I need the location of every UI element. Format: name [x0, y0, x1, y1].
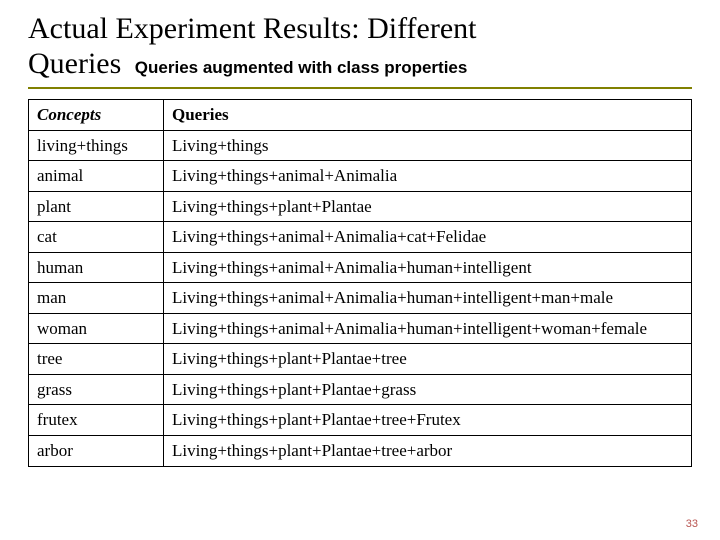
results-table: Concepts Queries living+things Living+th… — [28, 99, 692, 467]
title-block: Actual Experiment Results: Different Que… — [28, 12, 692, 89]
table-header-row: Concepts Queries — [29, 100, 692, 131]
table-row: tree Living+things+plant+Plantae+tree — [29, 344, 692, 375]
cell-concept: cat — [29, 222, 164, 253]
table-row: frutex Living+things+plant+Plantae+tree+… — [29, 405, 692, 436]
cell-query: Living+things — [164, 130, 692, 161]
cell-query: Living+things+plant+Plantae — [164, 191, 692, 222]
table-row: living+things Living+things — [29, 130, 692, 161]
cell-concept: animal — [29, 161, 164, 192]
cell-concept: frutex — [29, 405, 164, 436]
table-row: man Living+things+animal+Animalia+human+… — [29, 283, 692, 314]
cell-concept: human — [29, 252, 164, 283]
table-header-queries: Queries — [164, 100, 692, 131]
cell-query: Living+things+animal+Animalia+human+inte… — [164, 313, 692, 344]
cell-query: Living+things+plant+Plantae+tree+arbor — [164, 436, 692, 467]
slide-subtitle: Queries augmented with class properties — [135, 58, 468, 77]
table-row: animal Living+things+animal+Animalia — [29, 161, 692, 192]
slide: Actual Experiment Results: Different Que… — [0, 0, 720, 540]
table-row: arbor Living+things+plant+Plantae+tree+a… — [29, 436, 692, 467]
page-number: 33 — [686, 518, 698, 530]
cell-query: Living+things+animal+Animalia+human+inte… — [164, 252, 692, 283]
cell-concept: grass — [29, 374, 164, 405]
title-line2: Queries — [28, 47, 121, 80]
table-row: cat Living+things+animal+Animalia+cat+Fe… — [29, 222, 692, 253]
cell-concept: tree — [29, 344, 164, 375]
cell-concept: arbor — [29, 436, 164, 467]
table-row: grass Living+things+plant+Plantae+grass — [29, 374, 692, 405]
cell-query: Living+things+plant+Plantae+tree+Frutex — [164, 405, 692, 436]
cell-query: Living+things+animal+Animalia — [164, 161, 692, 192]
cell-query: Living+things+plant+Plantae+tree — [164, 344, 692, 375]
cell-concept: man — [29, 283, 164, 314]
table-header-concepts: Concepts — [29, 100, 164, 131]
table-row: human Living+things+animal+Animalia+huma… — [29, 252, 692, 283]
cell-query: Living+things+animal+Animalia+cat+Felida… — [164, 222, 692, 253]
table-row: plant Living+things+plant+Plantae — [29, 191, 692, 222]
table-row: woman Living+things+animal+Animalia+huma… — [29, 313, 692, 344]
cell-query: Living+things+animal+Animalia+human+inte… — [164, 283, 692, 314]
slide-title: Actual Experiment Results: Different Que… — [28, 12, 692, 81]
cell-query: Living+things+plant+Plantae+grass — [164, 374, 692, 405]
cell-concept: living+things — [29, 130, 164, 161]
cell-concept: plant — [29, 191, 164, 222]
cell-concept: woman — [29, 313, 164, 344]
title-line1: Actual Experiment Results: Different — [28, 12, 477, 45]
